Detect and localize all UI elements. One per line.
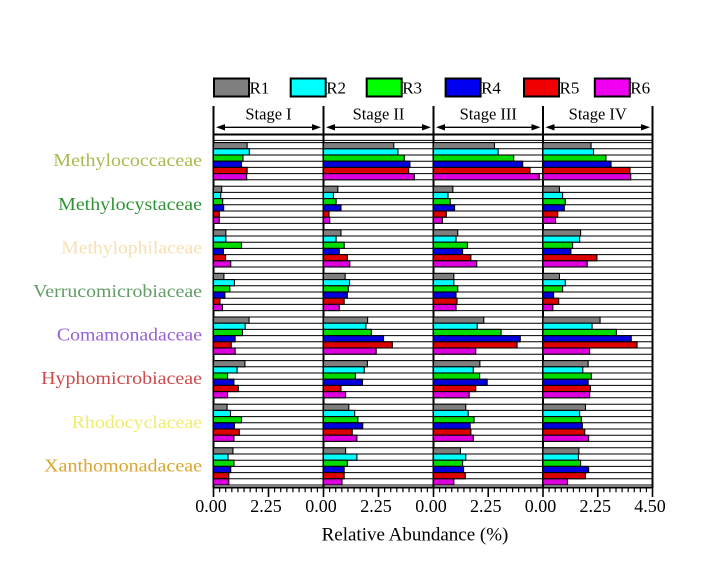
svg-text:R2: R2 xyxy=(326,79,346,98)
svg-text:Methylophilaceae: Methylophilaceae xyxy=(61,237,202,257)
svg-text:R6: R6 xyxy=(630,79,650,98)
svg-text:R3: R3 xyxy=(402,79,422,98)
svg-text:2.25: 2.25 xyxy=(580,496,612,516)
svg-text:0.00: 0.00 xyxy=(415,496,447,516)
svg-text:Relative Abundance (%): Relative Abundance (%) xyxy=(322,525,509,546)
svg-text:2.25: 2.25 xyxy=(360,496,392,516)
svg-text:Methylococcaceae: Methylococcaceae xyxy=(53,150,202,170)
svg-text:R4: R4 xyxy=(481,79,501,98)
svg-text:4.50: 4.50 xyxy=(634,496,666,516)
svg-text:Xanthomonadaceae: Xanthomonadaceae xyxy=(44,455,202,475)
svg-text:Rhodocyclaceae: Rhodocyclaceae xyxy=(72,412,202,432)
svg-text:Stage IV: Stage IV xyxy=(569,105,627,124)
svg-text:Comamonadaceae: Comamonadaceae xyxy=(57,325,202,345)
svg-text:0.00: 0.00 xyxy=(195,496,227,516)
svg-text:Hyphomicrobiaceae: Hyphomicrobiaceae xyxy=(41,368,202,388)
svg-text:0.00: 0.00 xyxy=(525,496,557,516)
svg-text:2.25: 2.25 xyxy=(250,496,282,516)
svg-text:Stage II: Stage II xyxy=(353,105,405,124)
svg-text:R5: R5 xyxy=(560,79,580,98)
svg-text:0.00: 0.00 xyxy=(305,496,337,516)
svg-text:Methylocystaceae: Methylocystaceae xyxy=(58,194,202,214)
svg-text:Verrucomicrobiaceae: Verrucomicrobiaceae xyxy=(33,281,202,301)
svg-text:2.25: 2.25 xyxy=(470,496,502,516)
svg-text:R1: R1 xyxy=(250,79,270,98)
svg-text:Stage III: Stage III xyxy=(460,105,517,124)
svg-text:Stage I: Stage I xyxy=(245,105,291,124)
